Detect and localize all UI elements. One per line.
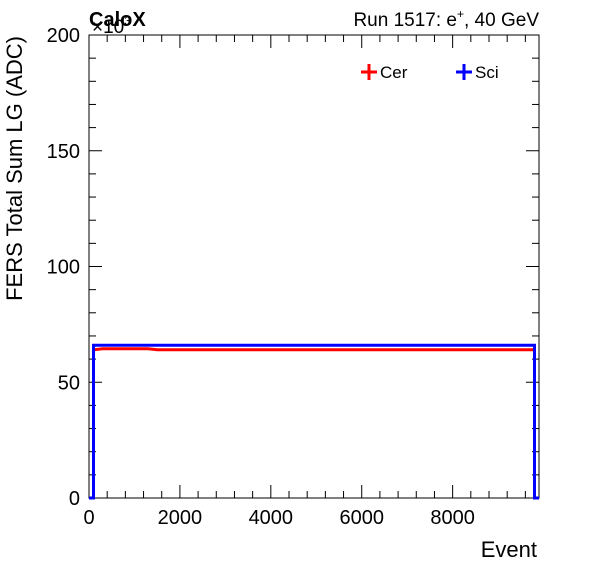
series-line-cer xyxy=(89,347,539,500)
series-layer xyxy=(89,343,539,500)
y-tick-label: 150 xyxy=(47,141,80,163)
x-tick-label: 6000 xyxy=(339,507,384,529)
y-tick-label: 100 xyxy=(47,257,80,279)
x-tick-label: 4000 xyxy=(249,507,294,529)
y-tick-label: 0 xyxy=(69,488,80,510)
x-axis-tick-labels: 0 2000 4000 6000 8000 xyxy=(83,507,474,529)
y-tick-label: 200 xyxy=(47,25,80,47)
x-tick-label: 0 xyxy=(83,507,94,529)
y-tick-label: 50 xyxy=(58,372,80,394)
y-multiplier: ×103 xyxy=(92,14,131,38)
run-label: Run 1517: e+, 40 GeV xyxy=(353,7,539,31)
x-axis-title: Event xyxy=(481,537,537,562)
y-multiplier-exponent: 3 xyxy=(124,14,131,28)
y-axis-ticks xyxy=(89,34,539,499)
run-label-superscript: + xyxy=(457,7,464,21)
y-axis-title: FERS Total Sum LG (ADC) xyxy=(2,36,27,301)
brand-label: CaloX xyxy=(89,9,146,31)
plot-frame xyxy=(88,34,540,499)
x-tick-label: 8000 xyxy=(430,507,475,529)
series-line-sci xyxy=(89,343,539,500)
y-axis-tick-labels: 0 50 100 150 200 xyxy=(47,25,80,510)
x-axis-ticks xyxy=(88,35,526,498)
x-tick-label: 2000 xyxy=(158,507,203,529)
legend-sci-label: Sci xyxy=(475,63,499,82)
legend: Cer Sci xyxy=(361,63,499,82)
legend-cer-label: Cer xyxy=(380,63,408,82)
